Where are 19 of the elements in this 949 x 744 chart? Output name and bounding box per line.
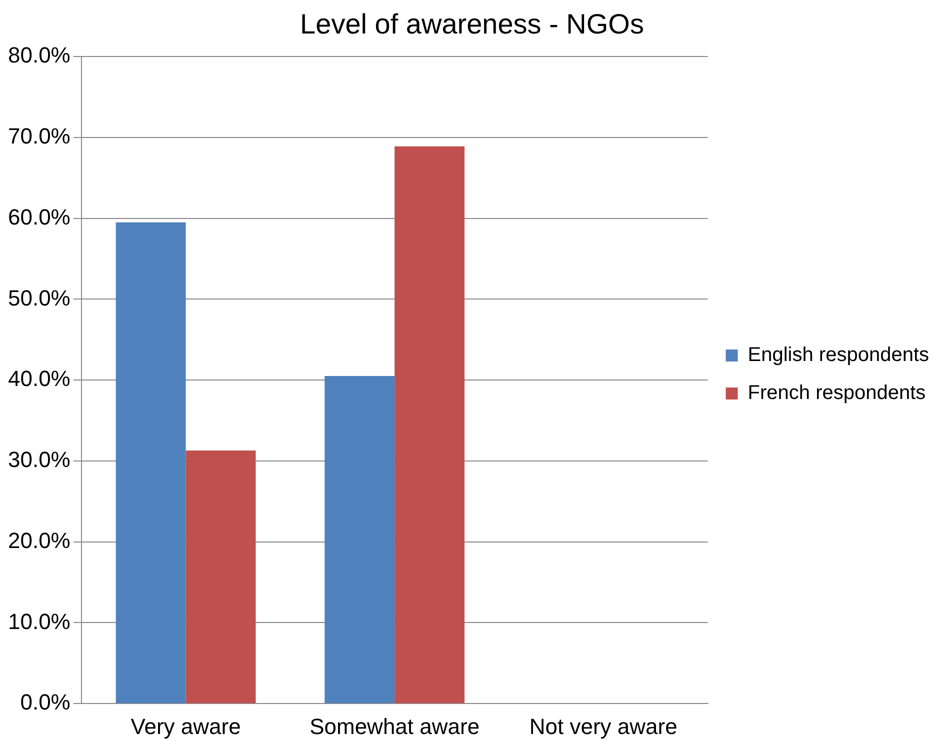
legend-label: English respondents — [748, 344, 930, 366]
y-tick-label: 10.0% — [8, 608, 70, 634]
y-tick-label: 0.0% — [20, 690, 70, 715]
y-tick-label: 80.0% — [8, 42, 70, 68]
x-tick-label: Not very aware — [529, 714, 678, 739]
bar — [324, 376, 395, 704]
y-tick-label: 60.0% — [8, 204, 70, 230]
y-tick-label: 70.0% — [8, 124, 70, 149]
x-tick-label: Somewhat aware — [310, 714, 480, 739]
y-tick-label: 30.0% — [8, 447, 70, 472]
x-tick-label: Very aware — [130, 714, 241, 739]
legend-label: French respondents — [748, 382, 926, 404]
y-tick-label: 50.0% — [8, 285, 70, 310]
chart-title: Level of awareness - NGOs — [300, 8, 644, 40]
bar — [394, 146, 465, 704]
y-tick-label: 40.0% — [8, 366, 70, 392]
bar — [116, 222, 186, 704]
bar — [186, 450, 256, 704]
y-tick-label: 20.0% — [8, 528, 70, 553]
